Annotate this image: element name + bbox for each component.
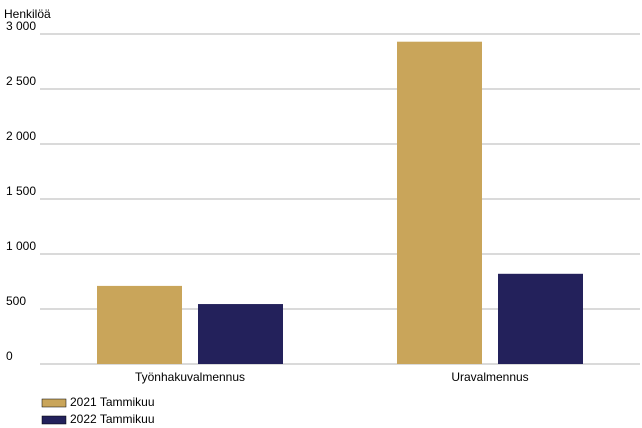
y-axis-label: Henkilöä (4, 7, 51, 21)
legend-swatch (41, 398, 67, 408)
legend-swatch (41, 415, 67, 425)
bar (498, 273, 583, 364)
y-tick-label: 1 500 (6, 184, 36, 198)
legend-label: 2022 Tammikuu (70, 412, 155, 426)
y-tick-label: 1 000 (6, 239, 36, 253)
x-tick-label: Uravalmennus (451, 370, 528, 384)
bar (198, 304, 283, 364)
legend-label: 2021 Tammikuu (70, 395, 155, 409)
x-tick-label: Työnhakuvalmennus (135, 370, 245, 384)
y-tick-label: 3 000 (6, 19, 36, 33)
bar (397, 41, 482, 364)
y-tick-label: 500 (6, 294, 26, 308)
bar (97, 285, 182, 364)
y-tick-label: 0 (6, 349, 13, 363)
y-tick-label: 2 500 (6, 74, 36, 88)
y-tick-label: 2 000 (6, 129, 36, 143)
